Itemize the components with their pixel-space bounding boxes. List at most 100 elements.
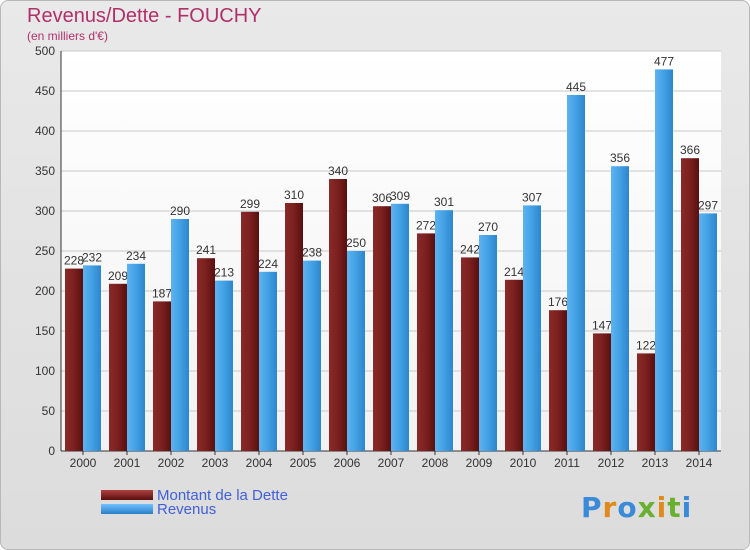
legend-label-dette: Montant de la Dette <box>157 486 288 504</box>
data-label-dette: 242 <box>460 242 480 256</box>
data-label-dette: 241 <box>196 243 216 257</box>
legend-swatch-dette <box>101 490 153 500</box>
bar-dette <box>681 158 699 451</box>
logo-letter: P <box>581 491 603 524</box>
x-tick-label: 2006 <box>334 456 361 470</box>
data-label-revenus: 224 <box>258 257 278 271</box>
data-label-dette: 214 <box>504 265 524 279</box>
y-tick-label: 0 <box>48 444 55 458</box>
data-label-dette: 340 <box>328 164 348 178</box>
bar-dette <box>637 353 655 451</box>
data-label-revenus: 477 <box>654 54 674 68</box>
y-tick-label: 200 <box>35 284 55 298</box>
y-tick-label: 50 <box>42 404 56 418</box>
data-label-dette: 147 <box>592 318 612 332</box>
bar-dette <box>329 179 347 451</box>
bar-revenus <box>391 203 409 451</box>
x-tick-label: 2007 <box>378 456 405 470</box>
x-tick-label: 2000 <box>70 456 97 470</box>
data-label-dette: 299 <box>240 197 260 211</box>
y-tick-label: 300 <box>35 204 55 218</box>
bar-revenus <box>523 205 541 451</box>
data-label-revenus: 356 <box>610 151 630 165</box>
y-tick-label: 100 <box>35 364 55 378</box>
proxiti-logo: Proxiti <box>581 491 692 524</box>
x-tick-label: 2005 <box>290 456 317 470</box>
x-tick-label: 2009 <box>466 456 493 470</box>
logo-letter: t <box>667 491 682 524</box>
bar-revenus <box>347 251 365 451</box>
bar-revenus <box>215 280 233 451</box>
bar-revenus <box>303 260 321 451</box>
bar-dette <box>505 279 523 451</box>
x-tick-label: 2014 <box>686 456 713 470</box>
data-label-revenus: 297 <box>698 198 718 212</box>
bar-revenus <box>567 95 585 451</box>
logo-letter: o <box>617 491 638 524</box>
logo-letter: x <box>637 491 657 524</box>
data-label-revenus: 234 <box>126 249 146 263</box>
data-label-revenus: 307 <box>522 190 542 204</box>
bar-revenus <box>699 213 717 451</box>
data-label-revenus: 445 <box>566 80 586 94</box>
x-tick-label: 2011 <box>554 456 580 470</box>
data-label-dette: 209 <box>108 269 128 283</box>
bar-dette <box>461 257 479 451</box>
x-tick-label: 2008 <box>422 456 449 470</box>
bar-revenus <box>83 265 101 451</box>
x-tick-label: 2003 <box>202 456 229 470</box>
data-label-revenus: 250 <box>346 236 366 250</box>
data-label-revenus: 301 <box>434 195 454 209</box>
data-label-revenus: 232 <box>82 250 102 264</box>
legend-label-revenus: Revenus <box>157 500 217 518</box>
bar-revenus <box>479 235 497 451</box>
bar-revenus <box>171 219 189 451</box>
chart-subtitle: (en milliers d'€) <box>27 29 108 43</box>
x-tick-label: 2010 <box>510 456 537 470</box>
y-tick-label: 450 <box>35 84 55 98</box>
bar-dette <box>241 211 259 451</box>
data-label-dette: 122 <box>636 338 656 352</box>
legend-item-dette: Montant de la Dette <box>101 486 288 504</box>
legend-swatch-revenus <box>101 504 153 514</box>
data-label-revenus: 309 <box>390 189 410 203</box>
x-tick-label: 2013 <box>642 456 669 470</box>
bar-dette <box>593 333 611 451</box>
y-tick-label: 250 <box>35 244 55 258</box>
bar-dette <box>417 233 435 451</box>
data-label-dette: 228 <box>64 254 84 268</box>
y-tick-label: 400 <box>35 124 55 138</box>
data-label-revenus: 238 <box>302 246 322 260</box>
data-label-dette: 187 <box>152 286 172 300</box>
x-tick-label: 2002 <box>158 456 185 470</box>
data-label-dette: 272 <box>416 218 436 232</box>
y-tick-label: 500 <box>35 44 55 58</box>
x-tick-label: 2004 <box>246 456 273 470</box>
x-tick-label: 2001 <box>114 456 141 470</box>
bar-dette <box>549 310 567 451</box>
y-tick-label: 150 <box>35 324 55 338</box>
data-label-revenus: 270 <box>478 220 498 234</box>
bar-dette <box>65 268 83 451</box>
data-label-dette: 366 <box>680 143 700 157</box>
data-label-revenus: 290 <box>170 204 190 218</box>
x-tick-label: 2012 <box>598 456 625 470</box>
logo-letter: i <box>681 491 693 524</box>
legend-item-revenus: Revenus <box>101 500 217 518</box>
y-tick-label: 350 <box>35 164 55 178</box>
bar-dette <box>197 258 215 451</box>
logo-letter: i <box>656 491 668 524</box>
bar-revenus <box>655 69 673 452</box>
data-label-dette: 306 <box>372 191 392 205</box>
bar-dette <box>285 203 303 451</box>
bar-dette <box>109 283 127 451</box>
bar-dette <box>373 206 391 451</box>
bar-dette <box>153 301 171 451</box>
chart-title: Revenus/Dette - FOUCHY <box>27 5 262 27</box>
bar-revenus <box>435 210 453 451</box>
data-label-dette: 176 <box>548 295 568 309</box>
bar-revenus <box>259 271 277 451</box>
data-label-revenus: 213 <box>214 266 234 280</box>
